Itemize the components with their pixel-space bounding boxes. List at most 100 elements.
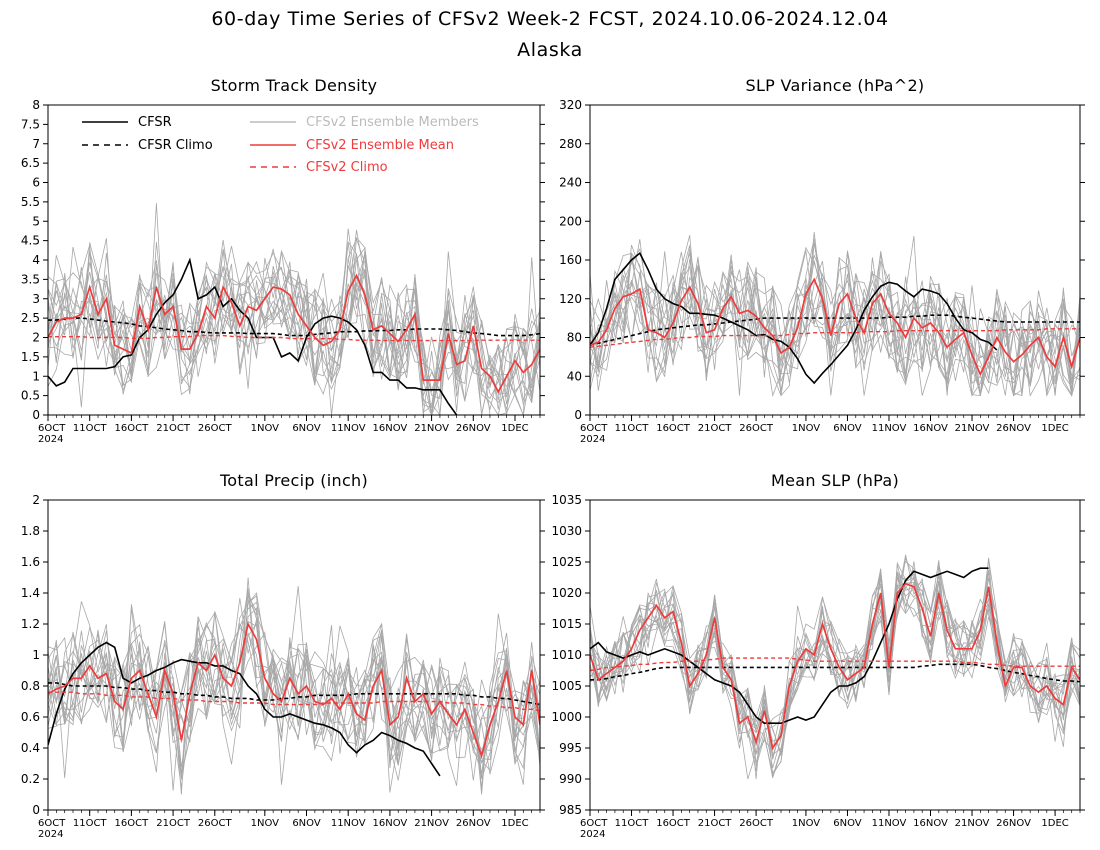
- panel-mean-slp-hpa: Mean SLP (hPa) 985 990 995 1000 1005 1010 1015 1…: [551, 471, 1085, 840]
- x-tick-label: 11OCT: [73, 818, 108, 829]
- y-tick-label: 200: [559, 214, 582, 228]
- y-tick-label: 1020: [551, 586, 582, 600]
- y-tick-label: 1.4: [21, 586, 40, 600]
- x-tick-label: 26NOV: [996, 423, 1031, 434]
- series-cfsv2-climo: [590, 657, 1080, 672]
- y-tick-label: 2: [32, 331, 40, 345]
- series-cfsr-climo: [590, 663, 1080, 683]
- y-tick-label: 985: [559, 803, 582, 817]
- x-tick-label: 16NOV: [913, 423, 948, 434]
- ensemble-member-line: [590, 560, 1080, 756]
- x-tick-label: 6OCT: [38, 818, 66, 829]
- x-tick-label: 16NOV: [373, 818, 408, 829]
- series-cfsv2-climo: [48, 334, 540, 342]
- x-tick-label: 1DEC: [1041, 423, 1068, 434]
- y-tick-label: 6: [32, 176, 40, 190]
- x-axis: 6OCT 11OCT 16OCT 21OCT 26OCT 1NOV 6NOV 11NOV 16N…: [38, 415, 541, 445]
- ensemble-member-line: [48, 608, 540, 774]
- y-tick-label: 8: [32, 98, 40, 112]
- x-tick-label: 21OCT: [698, 818, 733, 829]
- legend-mean-label: CFSv2 Ensemble Mean: [306, 138, 454, 153]
- series-cfsv2-climo: [590, 328, 1080, 348]
- y-tick-label: 1035: [551, 493, 582, 507]
- x-tick-label: 26OCT: [198, 423, 233, 434]
- x-tick-label: 11OCT: [73, 423, 108, 434]
- series-cfsr-climo: [48, 317, 540, 337]
- series-cfsv2-ensemble-mean: [48, 621, 540, 759]
- y-tick-label: 80: [567, 331, 582, 345]
- y-tick-label: 1: [32, 369, 40, 383]
- x-tick-label: 21NOV: [414, 818, 449, 829]
- panel-storm-track-density: Storm Track Density 0 0.5 1 1.5 2 2.5 3 3.5 4 4.5 5…: [21, 76, 545, 445]
- x-tick-label: 26OCT: [739, 818, 774, 829]
- series-cfsr: [48, 257, 458, 415]
- ensemble-member-line: [48, 242, 540, 415]
- x-tick-label: 1NOV: [792, 818, 821, 829]
- y-tick-label: 6.5: [21, 156, 40, 170]
- series-cfsr: [590, 567, 989, 725]
- ensemble-member-line: [48, 632, 540, 765]
- y-tick-label: 2.5: [21, 311, 40, 325]
- y-tick-label: 1005: [551, 679, 582, 693]
- y-tick-label: 3: [32, 292, 40, 306]
- x-tick-label: 6OCT: [38, 423, 66, 434]
- x-tick-label: 1NOV: [792, 423, 821, 434]
- x-year-label: 2024: [580, 829, 605, 840]
- x-tick-label: 11NOV: [872, 423, 907, 434]
- series-cfsv2-climo: [48, 691, 540, 712]
- y-axis: 0 0.2 0.4 0.6 0.8 1 1.2 1.4 1.6 1.8 2: [21, 493, 545, 817]
- x-tick-label: 21OCT: [156, 818, 191, 829]
- series-cfsv2-ensemble-mean: [48, 273, 540, 394]
- y-tick-label: 1015: [551, 617, 582, 631]
- series-cfsr-climo: [48, 682, 540, 706]
- x-year-label: 2024: [38, 434, 63, 445]
- ensemble-member-line: [48, 246, 540, 408]
- ensemble-members: [590, 231, 1080, 398]
- ensemble-members: [48, 577, 540, 795]
- y-tick-label: 0.2: [21, 772, 40, 786]
- y-tick-label: 0.4: [21, 741, 40, 755]
- ensemble-member-line: [590, 274, 1080, 397]
- x-tick-label: 6OCT: [580, 818, 608, 829]
- y-tick-label: 160: [559, 253, 582, 267]
- y-tick-label: 1000: [551, 710, 582, 724]
- y-tick-label: 1025: [551, 555, 582, 569]
- x-tick-label: 26NOV: [456, 423, 491, 434]
- x-tick-label: 6OCT: [580, 423, 608, 434]
- y-tick-label: 320: [559, 98, 582, 112]
- y-tick-label: 0: [32, 803, 40, 817]
- panel-title: Total Precip (inch): [219, 471, 368, 490]
- x-tick-label: 6NOV: [833, 818, 862, 829]
- y-tick-label: 120: [559, 292, 582, 306]
- ensemble-member-line: [48, 263, 540, 415]
- ensemble-member-line: [590, 231, 1080, 396]
- x-year-label: 2024: [38, 829, 63, 840]
- y-tick-label: 3.5: [21, 272, 40, 286]
- y-tick-label: 1010: [551, 648, 582, 662]
- x-tick-label: 6NOV: [833, 423, 862, 434]
- y-axis: 0 40 80 120 160 200 240 280 320: [559, 98, 1085, 422]
- y-axis: 0 0.5 1 1.5 2 2.5 3 3.5 4 4.5 5 5.5 6 6.5 7 7.5 8: [21, 98, 545, 422]
- series-cfsv2-ensemble-mean: [590, 582, 1080, 751]
- x-axis: 6OCT 11OCT 16OCT 21OCT 26OCT 1NOV 6NOV 11NOV 16N…: [38, 810, 541, 840]
- x-tick-label: 11NOV: [331, 423, 366, 434]
- ensemble-member-line: [590, 259, 1080, 398]
- series-cfsr-climo: [590, 314, 1080, 347]
- x-axis: 6OCT 11OCT 16OCT 21OCT 26OCT 1NOV 6NOV 11NOV 16N…: [580, 415, 1081, 445]
- y-tick-label: 0: [574, 408, 582, 422]
- ensemble-member-line: [48, 617, 540, 790]
- x-tick-label: 16OCT: [115, 818, 150, 829]
- ensemble-member-line: [48, 229, 540, 406]
- panel-slp-variance-hpa-2: SLP Variance (hPa^2) 0 40 80 120 160 200 240 280…: [559, 76, 1085, 445]
- ensemble-member-line: [590, 572, 1080, 780]
- x-tick-label: 11NOV: [872, 818, 907, 829]
- panel-title: SLP Variance (hPa^2): [746, 76, 925, 95]
- x-tick-label: 26NOV: [456, 818, 491, 829]
- ensemble-member-line: [48, 270, 540, 415]
- y-tick-label: 1.2: [21, 617, 40, 631]
- legend-cfsr-climo-label: CFSR Climo: [138, 138, 213, 153]
- x-tick-label: 6NOV: [292, 423, 321, 434]
- series-cfsr: [590, 251, 998, 385]
- y-tick-label: 5.5: [21, 195, 40, 209]
- y-tick-label: 40: [567, 369, 582, 383]
